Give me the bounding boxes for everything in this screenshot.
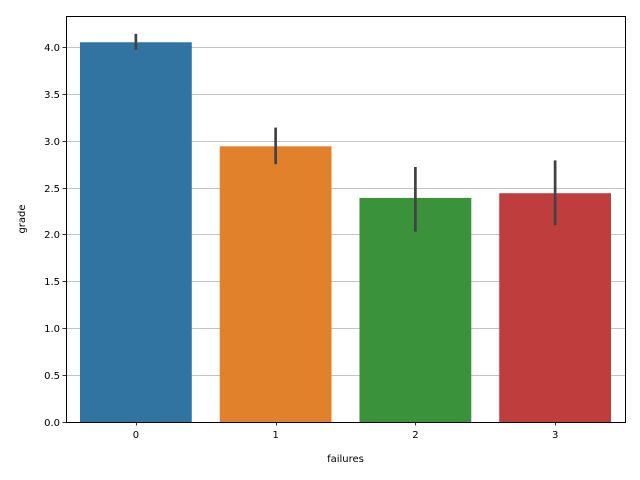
y-tick-label: 0.5 [44, 371, 60, 382]
y-tick-label: 3.5 [44, 90, 60, 101]
y-tick-label: 3.0 [44, 137, 60, 148]
y-tick-label: 2.0 [44, 230, 60, 241]
y-tick-label: 1.0 [44, 324, 60, 335]
y-tick-label: 2.5 [44, 184, 60, 195]
plot-frame [66, 16, 626, 423]
bar-2 [359, 197, 472, 422]
x-tick-label: 3 [552, 430, 558, 441]
x-tick-label: 2 [412, 430, 418, 441]
x-tick-label: 0 [133, 430, 139, 441]
y-tick-label: 0.0 [44, 418, 60, 429]
x-tick-label: 1 [272, 430, 278, 441]
axis-ticks: 0.0 0.5 1.0 1.5 2.0 2.5 3.0 3.5 4.0 0 1 2 3 [44, 43, 558, 441]
x-axis-label: failures [327, 454, 364, 465]
y-tick-label: 1.5 [44, 277, 60, 288]
y-axis-label: grade [17, 204, 28, 233]
error-bars [134, 33, 557, 232]
y-tick-label: 4.0 [44, 43, 60, 54]
bar-3 [499, 193, 612, 422]
bar-1 [219, 146, 332, 422]
bar-0 [79, 42, 192, 423]
bars [79, 42, 612, 423]
